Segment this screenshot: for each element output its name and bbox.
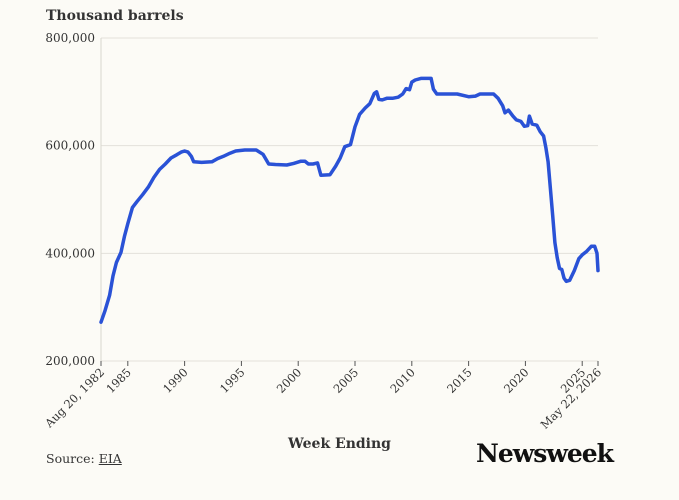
x-tick-label: 1985 xyxy=(103,365,134,396)
x-tick-label: 1995 xyxy=(217,365,248,396)
y-axis-title: Thousand barrels xyxy=(46,8,184,24)
x-tick-label: 2000 xyxy=(274,365,305,396)
source-link[interactable]: EIA xyxy=(98,451,122,466)
newsweek-logo[interactable]: Newsweek xyxy=(475,439,614,468)
source-note: Source: EIA xyxy=(46,451,122,466)
x-tick-label: 2010 xyxy=(387,365,418,396)
x-tick-label: 1990 xyxy=(160,365,191,396)
series-line xyxy=(99,76,600,324)
y-tick-label: 400,000 xyxy=(45,246,95,260)
x-tick-label: 2020 xyxy=(501,365,532,396)
x-tick-label: 2005 xyxy=(331,365,362,396)
y-tick-label: 800,000 xyxy=(45,31,95,45)
x-axis-title: Week Ending xyxy=(288,436,391,452)
y-tick-label: 200,000 xyxy=(45,354,95,368)
y-tick-label: 600,000 xyxy=(45,139,95,153)
x-tick-label: Aug 20, 1982 xyxy=(41,365,107,431)
x-tick-label: 2015 xyxy=(444,365,475,396)
source-prefix: Source: xyxy=(46,451,99,466)
